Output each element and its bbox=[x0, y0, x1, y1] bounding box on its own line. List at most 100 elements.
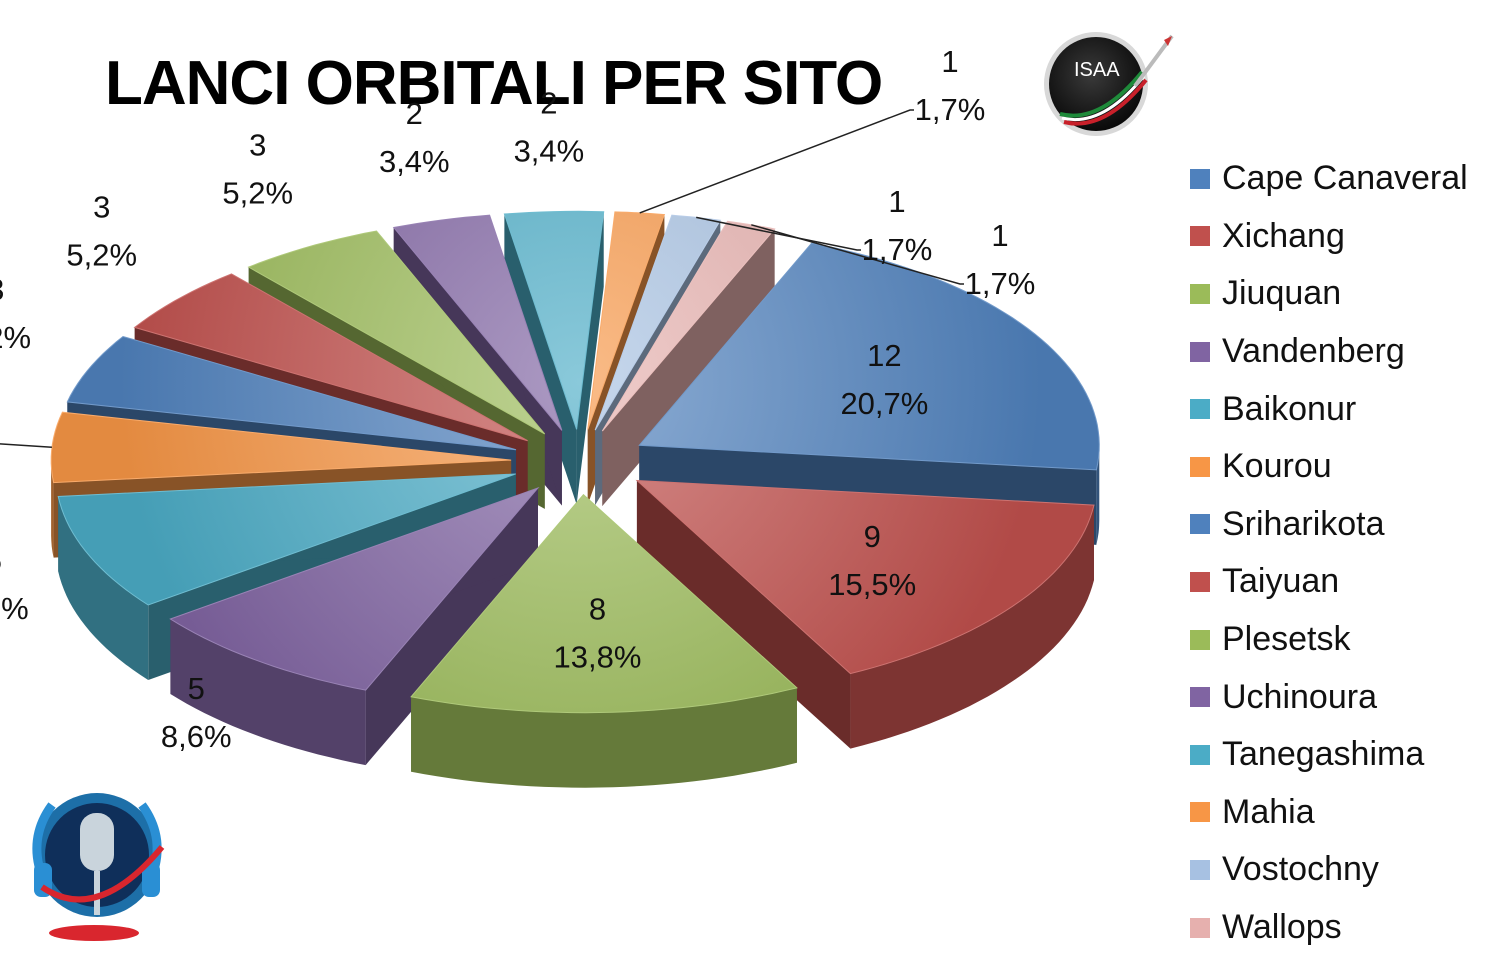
data-label-percent: 13,8% bbox=[554, 640, 642, 675]
leader-line bbox=[751, 224, 964, 285]
slice-top bbox=[247, 230, 546, 435]
legend-swatch bbox=[1190, 859, 1210, 880]
data-label-percent: 8,6% bbox=[161, 719, 232, 754]
legend-item: Tanegashima bbox=[1190, 726, 1468, 784]
legend-label: Wallops bbox=[1222, 908, 1342, 947]
data-label-percent: 1,7% bbox=[915, 92, 986, 127]
legend-label: Mahia bbox=[1222, 792, 1315, 831]
legend-swatch bbox=[1190, 802, 1210, 823]
slice-side bbox=[411, 687, 797, 788]
legend-label: Taiyuan bbox=[1222, 562, 1340, 601]
slice-top bbox=[50, 411, 512, 484]
legend-item: Baikonur bbox=[1190, 380, 1468, 438]
leader-line bbox=[0, 443, 52, 448]
slice-top bbox=[410, 493, 798, 714]
legend-swatch bbox=[1190, 687, 1210, 708]
data-label-percent: 3,4% bbox=[379, 144, 450, 179]
legend-swatch bbox=[1190, 226, 1210, 247]
legend-swatch bbox=[1190, 168, 1210, 189]
legend-item: Xichang bbox=[1190, 208, 1468, 266]
legend-label: Vandenberg bbox=[1222, 332, 1405, 371]
legend-item: Mahia bbox=[1190, 784, 1468, 842]
legend-item: Sriharikota bbox=[1190, 496, 1468, 554]
slice-vandenberg bbox=[169, 486, 540, 766]
data-label-value: 3 bbox=[93, 190, 110, 225]
legend-label: Kourou bbox=[1222, 447, 1332, 486]
slice-xichang bbox=[635, 479, 1095, 749]
slice-top bbox=[57, 473, 516, 606]
legend-label: Uchinoura bbox=[1222, 677, 1377, 716]
legend-item: Vostochny bbox=[1190, 841, 1468, 899]
legend-item: Vandenberg bbox=[1190, 323, 1468, 381]
legend-item: Taiyuan bbox=[1190, 553, 1468, 611]
data-label-value: 1 bbox=[941, 44, 958, 79]
legend-item: Kourou bbox=[1190, 438, 1468, 496]
slice-top bbox=[66, 335, 517, 451]
data-label-value: 8 bbox=[589, 592, 606, 627]
legend-label: Tanegashima bbox=[1222, 735, 1425, 774]
slice-wall bbox=[576, 211, 604, 505]
slice-side bbox=[51, 460, 54, 558]
data-label-value: 2 bbox=[406, 96, 423, 131]
legend-item: Wallops bbox=[1190, 899, 1468, 957]
data-label-percent: 1,7% bbox=[862, 232, 933, 267]
slice-wall bbox=[602, 228, 775, 507]
legend-swatch bbox=[1190, 744, 1210, 765]
leader-lines bbox=[0, 109, 964, 448]
data-label-value: 1 bbox=[991, 218, 1008, 253]
legend-swatch bbox=[1190, 456, 1210, 477]
legend-label: Sriharikota bbox=[1222, 504, 1385, 543]
slice-jiuquan bbox=[410, 493, 798, 788]
legend-swatch bbox=[1190, 399, 1210, 420]
legend-label: Vostochny bbox=[1222, 850, 1379, 889]
data-label-percent: 20,7% bbox=[840, 386, 928, 421]
data-label-value: 2 bbox=[540, 86, 557, 121]
legend-label: Cape Canaveral bbox=[1222, 159, 1468, 198]
slice-side bbox=[58, 496, 149, 680]
legend-swatch bbox=[1190, 283, 1210, 304]
data-label-percent: 1,7% bbox=[965, 266, 1036, 301]
slice-top bbox=[392, 214, 563, 431]
slice-top bbox=[133, 273, 528, 442]
legend-label: Plesetsk bbox=[1222, 620, 1351, 659]
legend-label: Xichang bbox=[1222, 216, 1345, 255]
data-labels: 1220,7%915,5%813,8%58,6%58,6%35,2%35,2%3… bbox=[0, 44, 1035, 754]
data-label-percent: 5,2% bbox=[0, 320, 31, 355]
legend-label: Baikonur bbox=[1222, 389, 1357, 428]
data-label-percent: 8,6% bbox=[0, 591, 29, 626]
pie-slices bbox=[50, 210, 1100, 788]
slice-wall bbox=[636, 480, 851, 749]
legend-item: Cape Canaveral bbox=[1190, 150, 1468, 208]
legend-item: Plesetsk bbox=[1190, 611, 1468, 669]
slice-top bbox=[635, 479, 1095, 675]
data-label-percent: 15,5% bbox=[828, 567, 916, 602]
data-label-percent: 5,2% bbox=[222, 175, 293, 210]
astronauticast-logo bbox=[22, 775, 172, 955]
data-label-percent: 5,2% bbox=[66, 238, 137, 273]
legend-swatch bbox=[1190, 514, 1210, 535]
data-label-value: 12 bbox=[867, 338, 901, 373]
chart-title: LANCI ORBITALI PER SITO bbox=[105, 49, 883, 118]
legend-item: Jiuquan bbox=[1190, 265, 1468, 323]
legend-label: Jiuquan bbox=[1222, 274, 1342, 313]
legend-swatch bbox=[1190, 571, 1210, 592]
slice-top bbox=[503, 210, 605, 430]
legend: Cape Canaveral Xichang Jiuquan Vandenberg Ba… bbox=[1190, 150, 1468, 956]
data-label-value: 1 bbox=[888, 184, 905, 219]
slice-top bbox=[169, 486, 540, 691]
slice-side bbox=[850, 505, 1094, 749]
leader-line bbox=[639, 109, 914, 214]
isaa-logo: ISAA bbox=[1030, 28, 1175, 140]
data-label-value: 5 bbox=[0, 543, 2, 578]
legend-swatch bbox=[1190, 629, 1210, 650]
legend-swatch bbox=[1190, 341, 1210, 362]
slice-top bbox=[638, 242, 1100, 471]
slice-side bbox=[1096, 445, 1100, 545]
legend-item: Uchinoura bbox=[1190, 668, 1468, 726]
slice-side bbox=[170, 619, 366, 766]
data-label-value: 5 bbox=[188, 671, 205, 706]
data-label-value: 3 bbox=[249, 127, 266, 162]
data-label-value: 3 bbox=[0, 272, 4, 307]
legend-swatch bbox=[1190, 917, 1210, 938]
